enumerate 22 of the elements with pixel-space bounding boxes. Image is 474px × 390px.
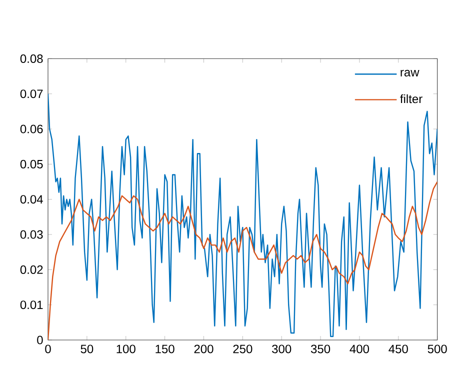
legend-label: raw [400, 70, 420, 76]
x-tick-label: 250 [233, 344, 252, 354]
x-tick-label: 300 [272, 344, 292, 354]
x-tick-label: 450 [388, 344, 408, 354]
x-tick-label: 50 [80, 344, 94, 354]
x-tick-label: 0 [45, 344, 51, 354]
x-tick-label: 100 [116, 344, 136, 354]
x-tick-label: 500 [428, 344, 447, 354]
y-tick-label: 0.06 [20, 124, 43, 134]
x-tick-label: 400 [350, 344, 370, 354]
x-tick-label: 200 [194, 344, 214, 354]
y-tick-label: 0.04 [20, 195, 43, 204]
y-tick-label: 0.07 [20, 90, 43, 98]
y-tick-label: 0.01 [20, 300, 43, 310]
y-tick-label: 0.05 [20, 160, 43, 168]
y-tick-label: 0.02 [20, 265, 43, 274]
y-tick-label: 0.03 [20, 230, 43, 239]
y-tick-label: 0.08 [20, 54, 43, 63]
x-tick-label: 150 [156, 344, 174, 354]
y-tick-label: 0 [37, 336, 43, 344]
legend-label: filter [400, 94, 422, 104]
x-tick-label: 350 [310, 344, 330, 354]
